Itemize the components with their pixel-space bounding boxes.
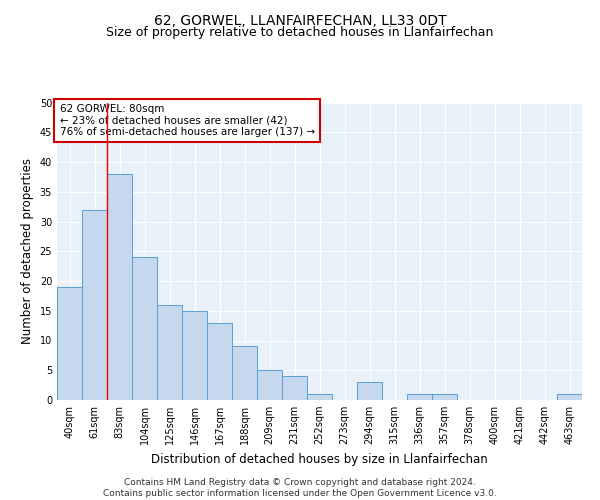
- Text: Contains HM Land Registry data © Crown copyright and database right 2024.
Contai: Contains HM Land Registry data © Crown c…: [103, 478, 497, 498]
- Bar: [232, 346, 257, 400]
- Bar: [557, 394, 582, 400]
- Text: Size of property relative to detached houses in Llanfairfechan: Size of property relative to detached ho…: [106, 26, 494, 39]
- Bar: [157, 305, 182, 400]
- Bar: [57, 287, 82, 400]
- Text: 62 GORWEL: 80sqm
← 23% of detached houses are smaller (42)
76% of semi-detached : 62 GORWEL: 80sqm ← 23% of detached house…: [59, 104, 315, 137]
- Bar: [407, 394, 432, 400]
- Y-axis label: Number of detached properties: Number of detached properties: [21, 158, 34, 344]
- Bar: [132, 257, 157, 400]
- Bar: [432, 394, 457, 400]
- Bar: [182, 310, 207, 400]
- X-axis label: Distribution of detached houses by size in Llanfairfechan: Distribution of detached houses by size …: [151, 452, 488, 466]
- Bar: [82, 210, 107, 400]
- Bar: [257, 370, 282, 400]
- Text: 62, GORWEL, LLANFAIRFECHAN, LL33 0DT: 62, GORWEL, LLANFAIRFECHAN, LL33 0DT: [154, 14, 446, 28]
- Bar: [107, 174, 132, 400]
- Bar: [357, 382, 382, 400]
- Bar: [207, 322, 232, 400]
- Bar: [282, 376, 307, 400]
- Bar: [307, 394, 332, 400]
